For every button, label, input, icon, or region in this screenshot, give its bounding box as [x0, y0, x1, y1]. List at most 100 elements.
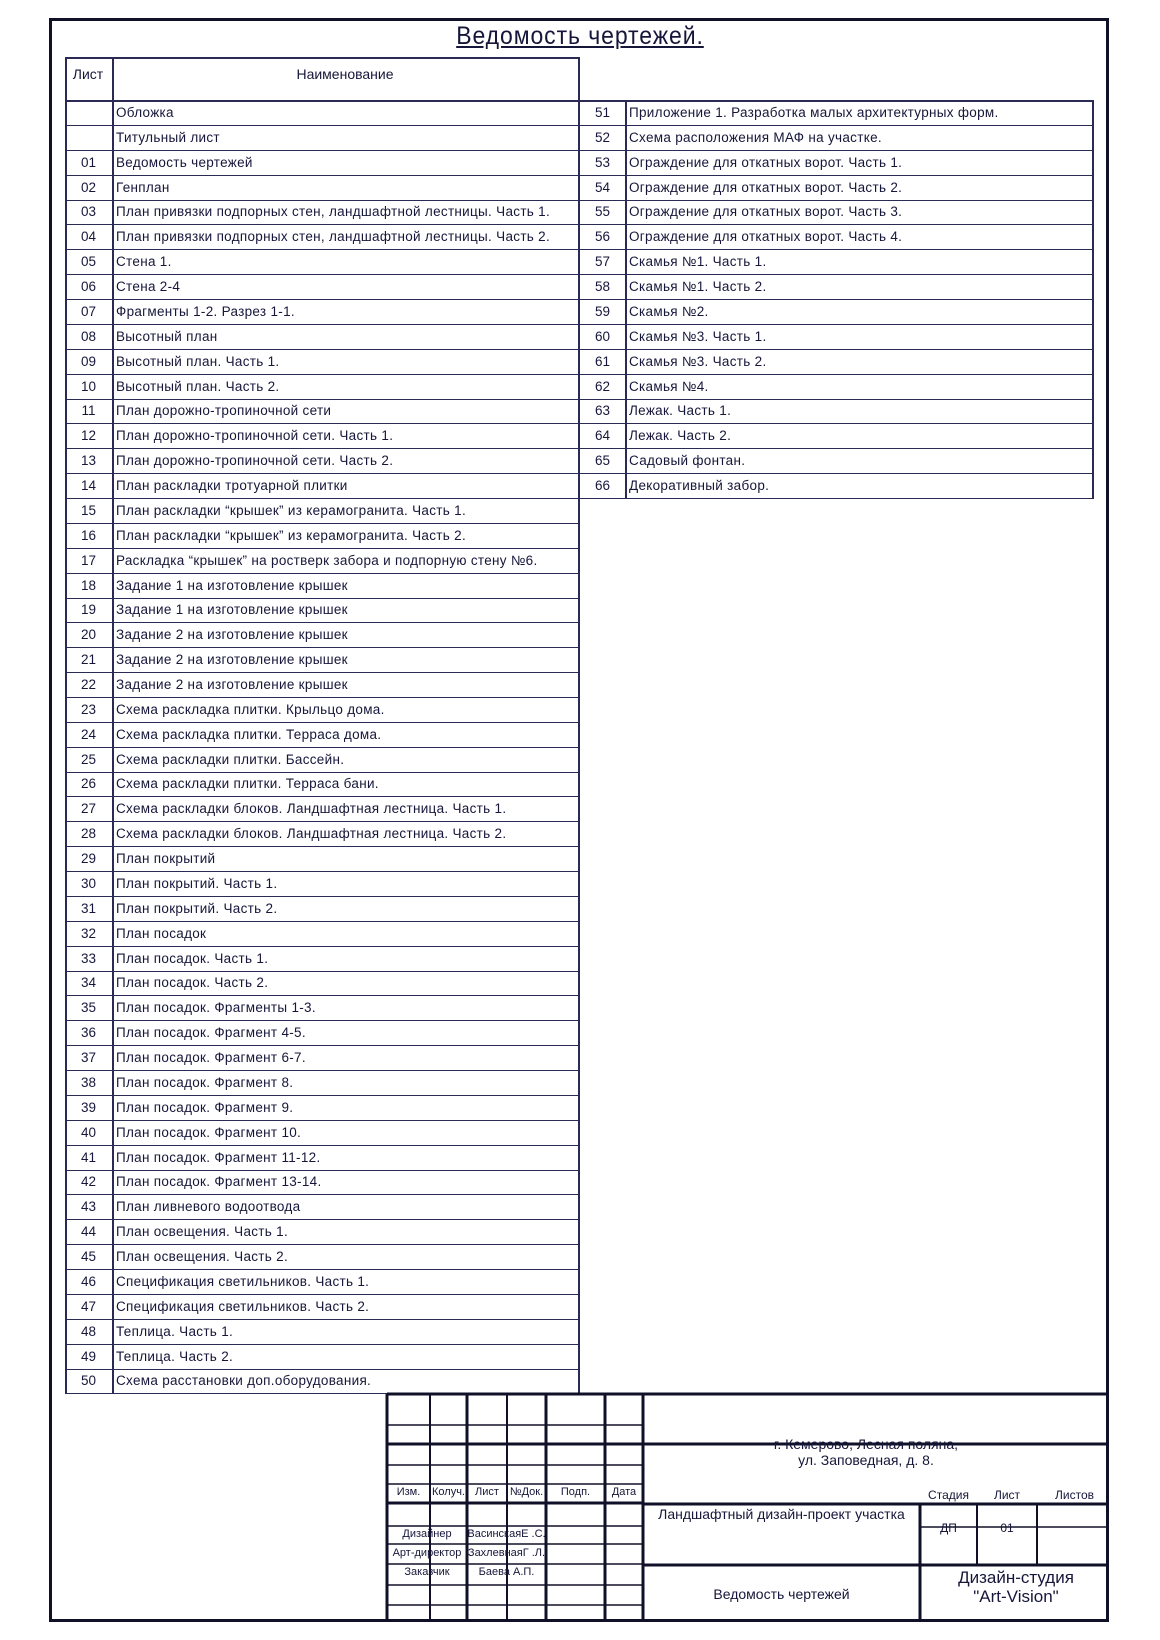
sheet-name: Задание 2 на изготовление крышек: [116, 677, 348, 692]
sheet-name: Спецификация светильников. Часть 1.: [116, 1273, 370, 1289]
sheet-number: 64: [594, 428, 611, 444]
sheet-number: 56: [594, 229, 611, 245]
title-block-header: №Док.: [509, 1486, 544, 1498]
sheet-label: Лист: [993, 1488, 1021, 1502]
stage-label: Стадия: [928, 1488, 969, 1502]
sheet-number: 63: [594, 403, 611, 419]
table-row: 48 Теплица. Часть 1.: [65, 1320, 578, 1345]
sheet-name: Скамья №3. Часть 2.: [629, 353, 767, 369]
table-row: 58 Скамья №1. Часть 2.: [580, 275, 1092, 301]
sheet-number: 22: [80, 677, 97, 692]
table-row: 10 Высотный план. Часть 2.: [65, 375, 578, 400]
sheet-name: Генплан: [116, 179, 170, 195]
sheet-number: 41: [80, 1149, 97, 1165]
table-row: 04 План привязки подпорных стен, ландшафт…: [65, 225, 578, 251]
sheet-number: 37: [80, 1050, 97, 1066]
sheet-number: 59: [594, 303, 611, 319]
sheet-name: План посадок. Фрагмент 6-7.: [116, 1050, 306, 1066]
sheet-name: План раскладки “крышек” из керамогранита…: [116, 502, 466, 518]
table-row: 65 Садовый фонтан.: [580, 449, 1092, 475]
sheet-number: 01: [80, 154, 97, 170]
sheet-number: 23: [80, 701, 97, 717]
table-row: 56 Ограждение для откатных ворот. Часть 4…: [580, 225, 1092, 251]
table-row: 66 Декоративный забор.: [580, 474, 1092, 500]
sheet-name: Схема раскладка плитки. Крыльцо дома.: [116, 701, 385, 717]
sheet-number: 07: [80, 303, 97, 319]
sheet-name: План покрытий: [116, 851, 216, 867]
sheet-name: План посадок. Фрагмент 4-5.: [116, 1025, 306, 1041]
table-row: 20 Задание 2 на изготовление крышек: [65, 623, 578, 649]
table-row: 31 План покрытий. Часть 2.: [65, 897, 578, 922]
table-row: 27 Схема раскладки блоков. Ландшафтная ле…: [65, 797, 578, 823]
sheet-number: 26: [80, 776, 97, 792]
table-row: 50 Схема расстановки доп.оборудования.: [65, 1369, 578, 1395]
sheet-name: Декоративный забор.: [629, 478, 770, 494]
sheet-name: Садовый фонтан.: [629, 453, 746, 469]
sheet-name: Ограждение для откатных ворот. Часть 1.: [629, 154, 903, 170]
drawing-frame: [49, 18, 1109, 1622]
sheet-name: Скамья №3. Часть 1.: [629, 328, 767, 344]
studio-line-1: Дизайн-студия: [958, 1568, 1074, 1587]
table-row: 22 Задание 2 на изготовление крышек: [65, 673, 578, 698]
table-row: 32 План посадок: [65, 922, 578, 947]
sheet-name: Фрагменты 1-2. Разрез 1-1.: [116, 303, 295, 319]
studio-line-2: "Art-Vision": [973, 1587, 1059, 1606]
table-row: 26 Схема раскладки плитки. Терраса бани.: [65, 772, 578, 798]
sheet-name: Теплица. Часть 2.: [116, 1348, 234, 1364]
table-row: 12 План дорожно-тропиночной сети. Часть 1…: [65, 424, 578, 450]
table-row: 37 План посадок. Фрагмент 6-7.: [65, 1046, 578, 1072]
sheet-name: Лежак. Часть 2.: [629, 428, 732, 444]
sheet-number: 20: [80, 627, 97, 643]
sheet-number: 47: [80, 1298, 97, 1314]
sheet-number: 61: [594, 353, 611, 369]
sheet-number: 58: [594, 279, 611, 295]
sheet-number: 50: [80, 1373, 97, 1389]
sheet-number: 36: [80, 1025, 97, 1041]
sheet-name: Скамья №1. Часть 2.: [629, 279, 767, 295]
sheet-name: План посадок. Часть 1.: [116, 950, 269, 966]
table-row: 01 Ведомость чертежей: [65, 151, 578, 176]
sheet-value: 01: [1000, 1521, 1014, 1535]
table-row: 52 Схема расположения МАФ на участке.: [580, 126, 1092, 151]
sheet-name: Задание 1 на изготовление крышек: [116, 602, 348, 618]
table-border: [112, 57, 114, 1395]
table-row: Обложка: [65, 101, 578, 126]
sheet-name: План посадок. Фрагмент 13-14.: [116, 1174, 322, 1190]
table-row: 43 План ливневого водоотвода: [65, 1195, 578, 1221]
title-block-header: Дата: [611, 1486, 637, 1498]
sheet-name: План покрытий. Часть 2.: [116, 900, 278, 916]
table-row: 51 Приложение 1. Разработка малых архитек…: [580, 101, 1092, 126]
table-row: 45 План освещения. Часть 2.: [65, 1245, 578, 1271]
signature-name: Баева А.П.: [478, 1566, 535, 1578]
sheet-number: 35: [80, 1000, 97, 1016]
sheet-name: План освещения. Часть 2.: [116, 1249, 289, 1265]
sheet-name: План посадок. Фрагмент 8.: [116, 1074, 294, 1090]
title-block-header: Подп.: [560, 1486, 591, 1498]
sheet-name: Раскладка “крышек” на ростверк забора и …: [116, 552, 538, 568]
sheet-number: 09: [80, 353, 97, 369]
sheet-name: План посадок. Фрагмент 11-12.: [116, 1149, 321, 1165]
sheet-number: 24: [80, 726, 97, 742]
sheet-number: 15: [80, 502, 97, 518]
sheet-number: 54: [594, 179, 611, 195]
sheet-name: Скамья №4.: [629, 378, 709, 394]
table-row: 59 Скамья №2.: [580, 300, 1092, 325]
sheet-name: План покрытий. Часть 1.: [116, 875, 278, 891]
sheet-name: Схема расположения МАФ на участке.: [629, 129, 882, 145]
sheet-name: Титульный лист: [116, 129, 220, 145]
sheet-number: 46: [80, 1273, 97, 1289]
sheet-name: План раскладки тротуарной плитки: [116, 478, 348, 494]
table-row: 62 Скамья №4.: [580, 375, 1092, 400]
sheet-number: 32: [80, 925, 97, 941]
table-row: 03 План привязки подпорных стен, ландшафт…: [65, 200, 578, 226]
table-row: 11 План дорожно-тропиночной сети: [65, 399, 578, 425]
sheet-number: 65: [594, 453, 611, 469]
sheet-number: 28: [80, 826, 97, 842]
sheet-name: Высотный план: [116, 328, 218, 344]
sheet-number: 18: [80, 577, 97, 593]
table-row: 41 План посадок. Фрагмент 11-12.: [65, 1146, 578, 1171]
sheet-name: Схема раскладки блоков. Ландшафтная лест…: [116, 801, 507, 817]
sheet-number: 44: [80, 1224, 97, 1240]
table-row: 47 Спецификация светильников. Часть 2.: [65, 1295, 578, 1320]
